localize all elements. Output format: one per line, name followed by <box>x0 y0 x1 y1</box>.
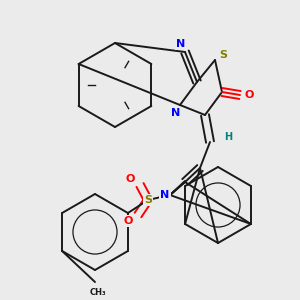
Text: O: O <box>123 216 133 226</box>
Text: O: O <box>244 90 254 100</box>
Text: S: S <box>219 50 227 60</box>
Text: N: N <box>160 190 169 200</box>
Text: N: N <box>171 108 181 118</box>
Text: N: N <box>176 39 186 49</box>
Text: H: H <box>224 132 232 142</box>
Text: S: S <box>144 195 152 205</box>
Text: CH₃: CH₃ <box>90 288 106 297</box>
Text: O: O <box>125 174 135 184</box>
